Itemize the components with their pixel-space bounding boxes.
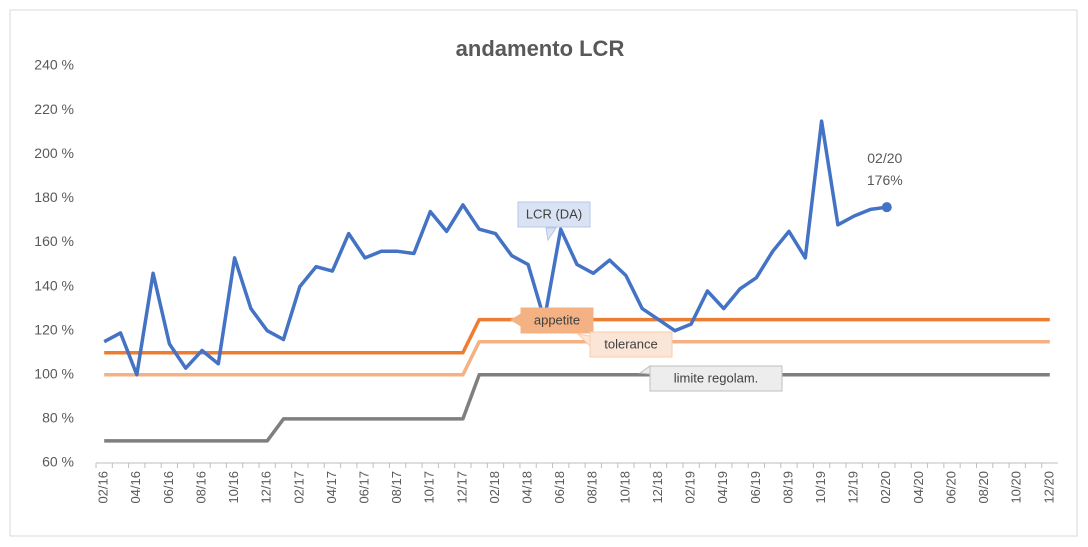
x-tick-label: 02/16 bbox=[96, 471, 111, 504]
y-tick-label: 200 % bbox=[34, 145, 74, 161]
x-tick-label: 02/17 bbox=[291, 471, 306, 504]
series-line bbox=[103, 119, 888, 377]
x-tick-label: 08/16 bbox=[193, 471, 208, 504]
x-tick-label: 10/17 bbox=[422, 471, 437, 504]
x-tick-label: 12/20 bbox=[1041, 471, 1056, 504]
y-tick-label: 140 % bbox=[34, 277, 74, 293]
y-tick-label: 80 % bbox=[42, 410, 74, 426]
x-tick-label: 06/16 bbox=[161, 471, 176, 504]
x-tick-label: 06/18 bbox=[552, 471, 567, 504]
x-tick-label: 02/20 bbox=[878, 471, 893, 504]
x-tick-label: 02/18 bbox=[487, 471, 502, 504]
y-tick-label: 160 % bbox=[34, 233, 74, 249]
x-tick-label: 04/19 bbox=[715, 471, 730, 504]
series-label: appetite bbox=[534, 312, 580, 327]
x-tick-label: 06/19 bbox=[748, 471, 763, 504]
x-tick-label: 12/19 bbox=[846, 471, 861, 504]
x-tick-label: 08/19 bbox=[780, 471, 795, 504]
x-tick-label: 06/17 bbox=[356, 471, 371, 504]
y-tick-label: 120 % bbox=[34, 321, 74, 337]
callout-box bbox=[589, 331, 673, 358]
callout-box bbox=[517, 201, 591, 228]
x-tick-label: 10/16 bbox=[226, 471, 241, 504]
x-tick-label: 10/19 bbox=[813, 471, 828, 504]
point-marker bbox=[881, 202, 892, 213]
x-tick-label: 04/16 bbox=[128, 471, 143, 504]
series-label: LCR (DA) bbox=[526, 206, 582, 221]
x-tick-label: 04/17 bbox=[324, 471, 339, 504]
series-line bbox=[104, 339, 1050, 377]
x-tick-label: 04/18 bbox=[520, 471, 535, 504]
callout-box bbox=[649, 365, 783, 392]
annotation-date: 02/20 bbox=[867, 150, 902, 166]
data-label: 176% bbox=[867, 172, 903, 188]
y-tick-label: 60 % bbox=[42, 454, 74, 470]
series-line bbox=[104, 373, 1050, 443]
x-tick-label: 10/20 bbox=[1009, 471, 1024, 504]
x-tick-label: 10/18 bbox=[617, 471, 632, 504]
chart-frame bbox=[9, 9, 1078, 537]
chart-title: andamento LCR bbox=[456, 36, 625, 61]
series-label: tolerance bbox=[604, 336, 657, 351]
x-tick-label: 08/20 bbox=[976, 471, 991, 504]
x-tick-label: 12/16 bbox=[259, 471, 274, 504]
x-tick-label: 02/19 bbox=[683, 471, 698, 504]
y-tick-label: 240 % bbox=[34, 57, 74, 73]
callout-box bbox=[520, 307, 594, 334]
series-label: limite regolam. bbox=[674, 370, 759, 385]
x-tick-label: 08/17 bbox=[389, 471, 404, 504]
x-tick-label: 12/18 bbox=[650, 471, 665, 504]
y-tick-label: 180 % bbox=[34, 189, 74, 205]
x-tick-label: 12/17 bbox=[454, 471, 469, 504]
callout-pointer bbox=[545, 227, 557, 242]
x-tick-label: 06/20 bbox=[943, 471, 958, 504]
y-tick-label: 220 % bbox=[34, 101, 74, 117]
x-tick-label: 04/20 bbox=[911, 471, 926, 504]
x-tick-label: 08/18 bbox=[585, 471, 600, 504]
y-tick-label: 100 % bbox=[34, 365, 74, 381]
